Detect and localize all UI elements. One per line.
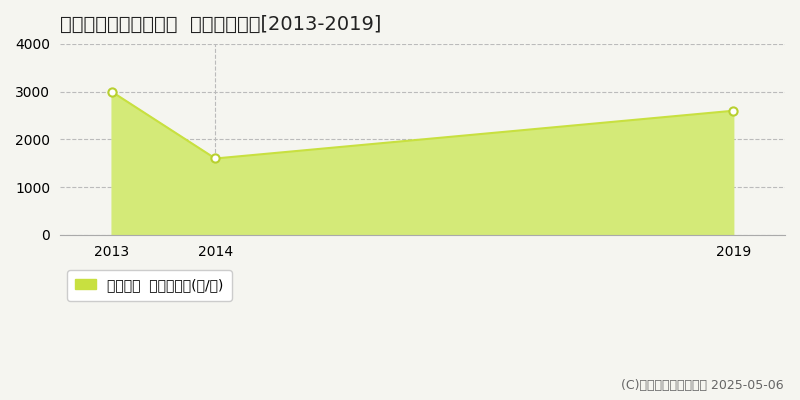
Point — [106, 88, 118, 95]
Point — [727, 108, 740, 114]
Text: (C)土地価格ドットコム 2025-05-06: (C)土地価格ドットコム 2025-05-06 — [622, 379, 784, 392]
Legend: 林地価格  平均坊単価(円/坊): 林地価格 平均坊単価(円/坊) — [66, 270, 232, 300]
Text: 東彼李郡川棚町新谷郷  林地価格推移[2013-2019]: 東彼李郡川棚町新谷郷 林地価格推移[2013-2019] — [60, 15, 382, 34]
Point — [209, 155, 222, 162]
